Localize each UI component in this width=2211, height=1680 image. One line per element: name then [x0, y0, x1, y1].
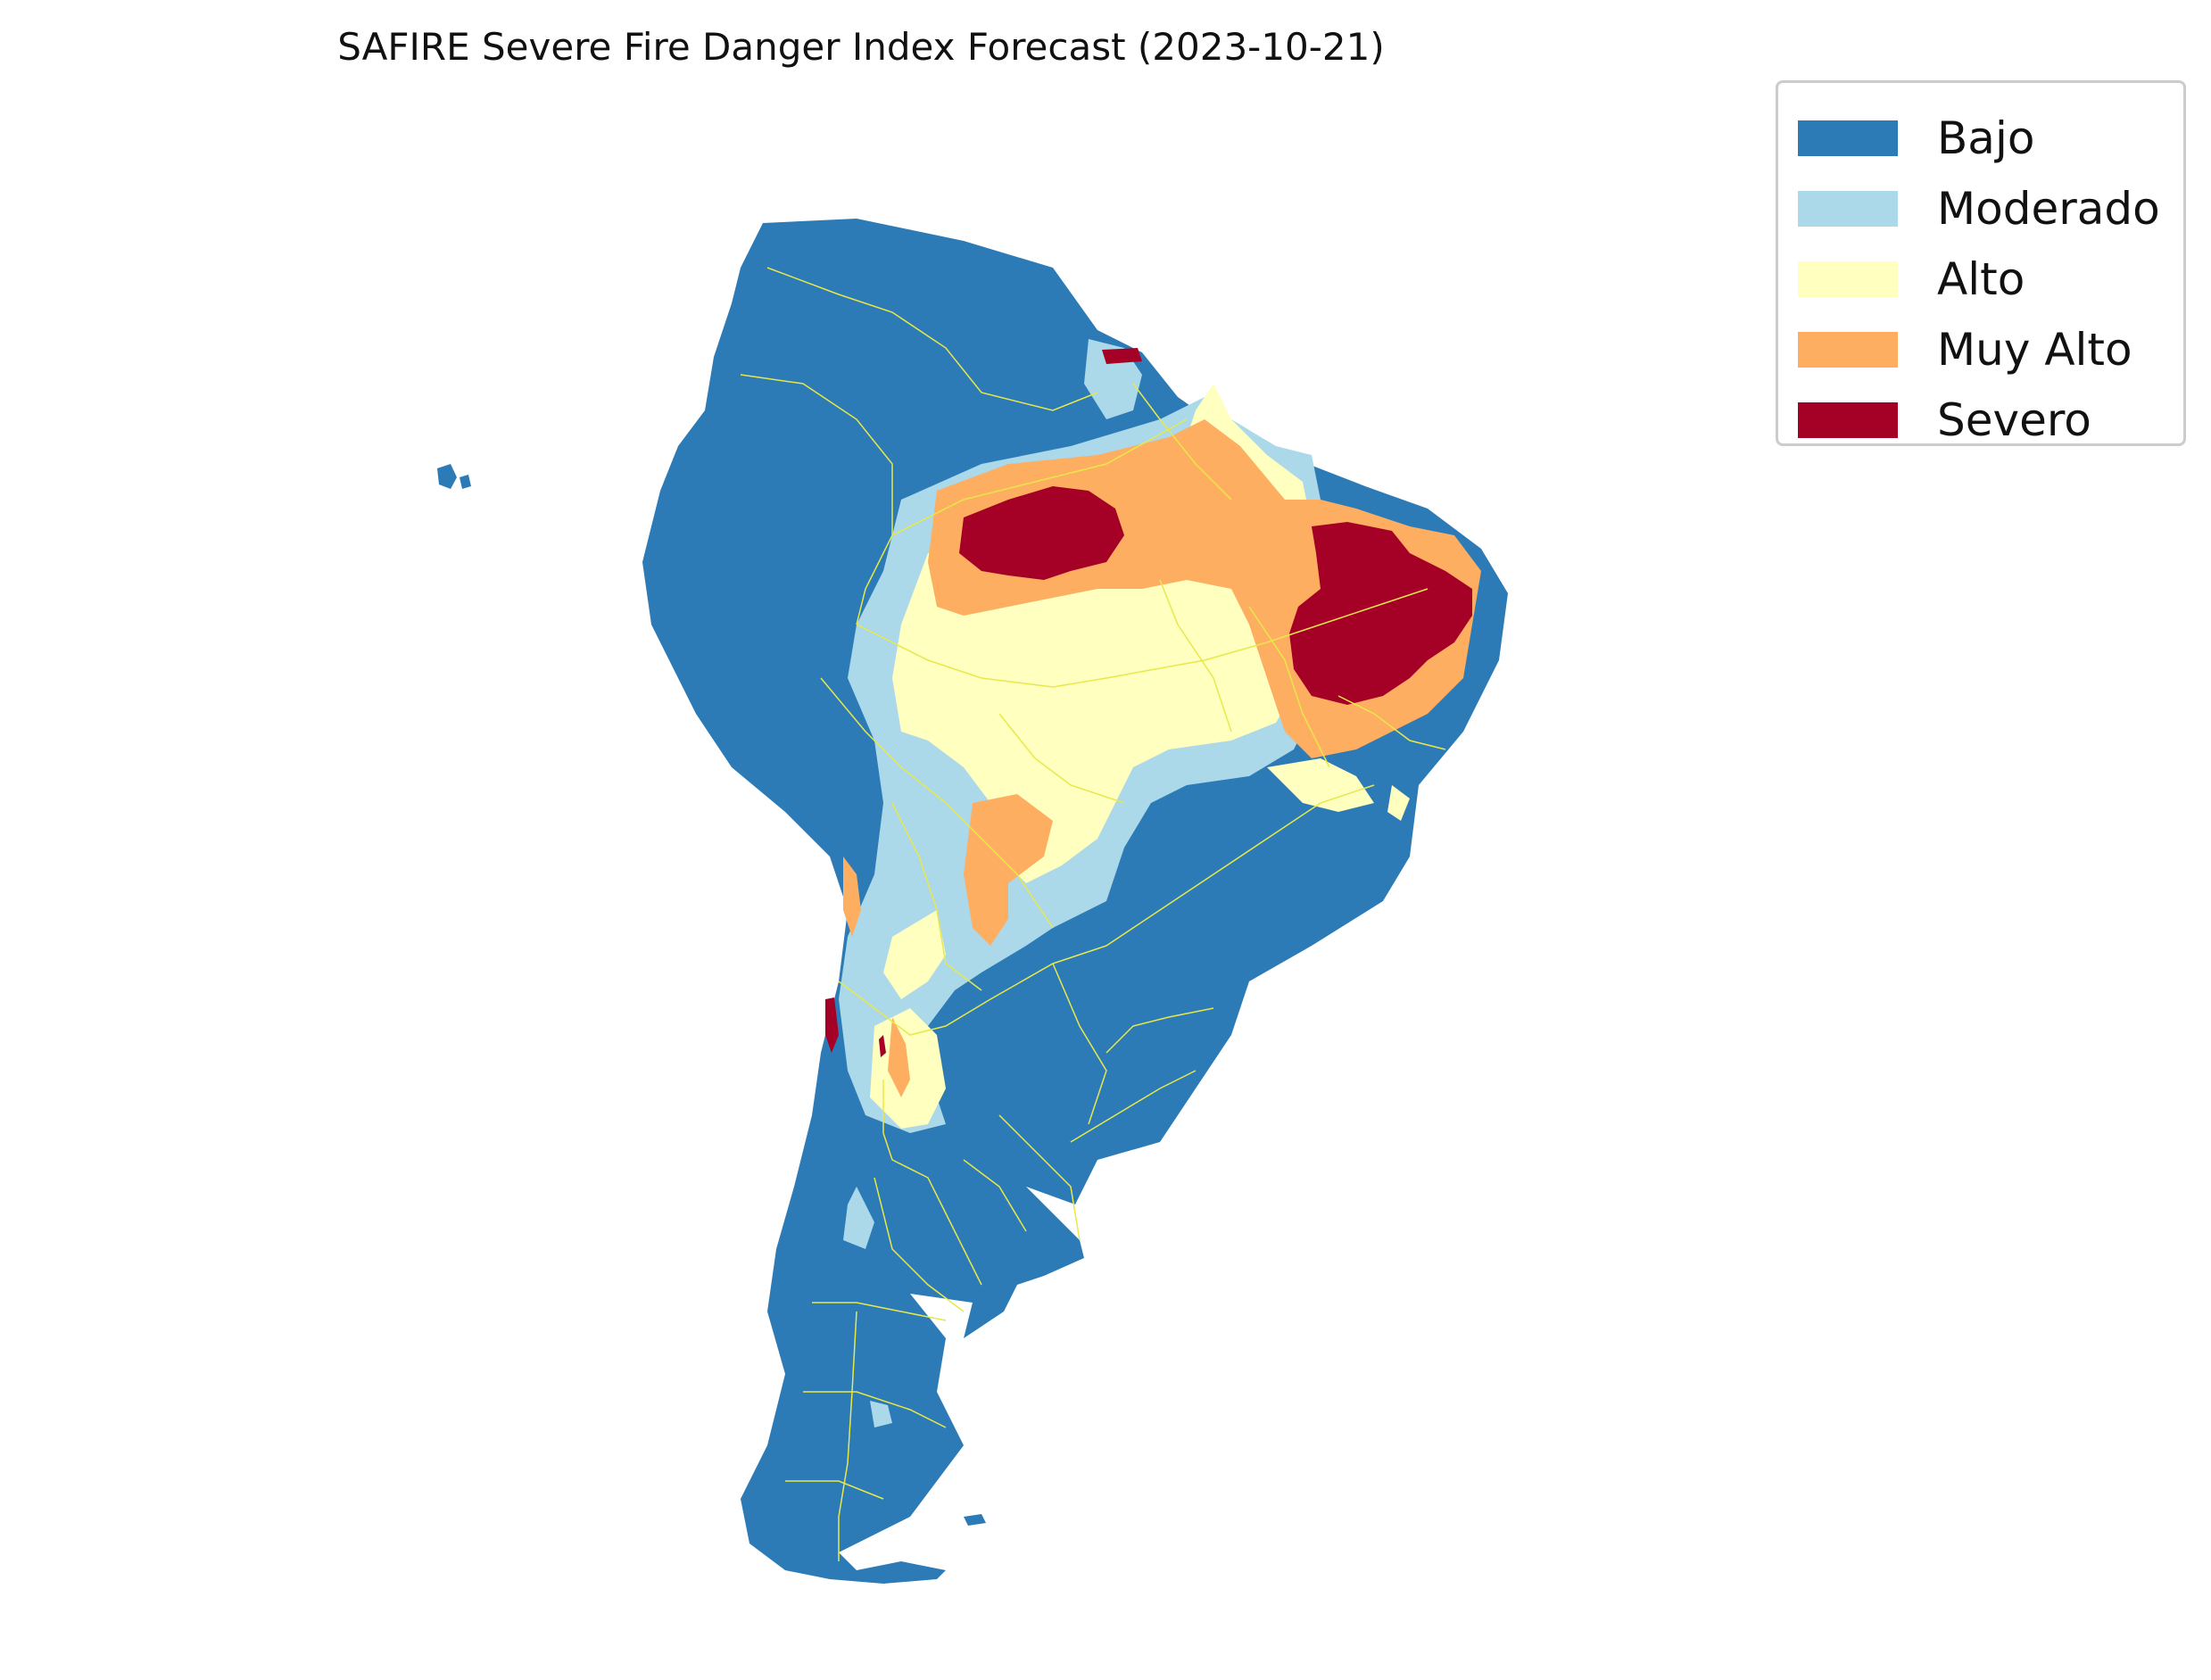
- map-title: SAFIRE Severe Fire Danger Index Forecast…: [337, 25, 1385, 69]
- legend-item-alto: Alto: [1798, 244, 2183, 314]
- region-severo-guiana: [1102, 348, 1142, 364]
- legend-swatch-moderado: [1798, 190, 1898, 227]
- legend-item-muy-alto: Muy Alto: [1798, 314, 2183, 385]
- legend-swatch-severo: [1798, 401, 1898, 438]
- legend-label-moderado: Moderado: [1937, 182, 2160, 235]
- legend-swatch-muy-alto: [1798, 331, 1898, 368]
- legend-label-severo: Severo: [1937, 393, 2091, 446]
- legend: Bajo Moderado Alto Muy Alto Severo: [1776, 80, 2186, 446]
- region-galapagos: [437, 464, 471, 489]
- legend-swatch-alto: [1798, 261, 1898, 297]
- region-alto-south: [870, 910, 946, 1129]
- legend-swatch-bajo: [1798, 120, 1898, 156]
- region-alto-east: [1267, 758, 1410, 821]
- legend-item-severo: Severo: [1798, 385, 2183, 455]
- legend-item-moderado: Moderado: [1798, 173, 2183, 244]
- region-muy-alto-central: [964, 794, 1053, 946]
- legend-item-bajo: Bajo: [1798, 103, 2183, 173]
- legend-label-muy-alto: Muy Alto: [1937, 323, 2132, 376]
- country-borders: [740, 267, 1446, 1561]
- legend-label-bajo: Bajo: [1937, 112, 2035, 164]
- region-moderado-south: [843, 1187, 892, 1428]
- region-falklands: [964, 1514, 986, 1526]
- region-muy-alto-andes: [843, 857, 910, 1097]
- region-severo-northeast: [1289, 522, 1472, 705]
- region-severo-north: [959, 486, 1124, 580]
- region-severo-chile: [825, 997, 886, 1057]
- legend-label-alto: Alto: [1937, 252, 2025, 305]
